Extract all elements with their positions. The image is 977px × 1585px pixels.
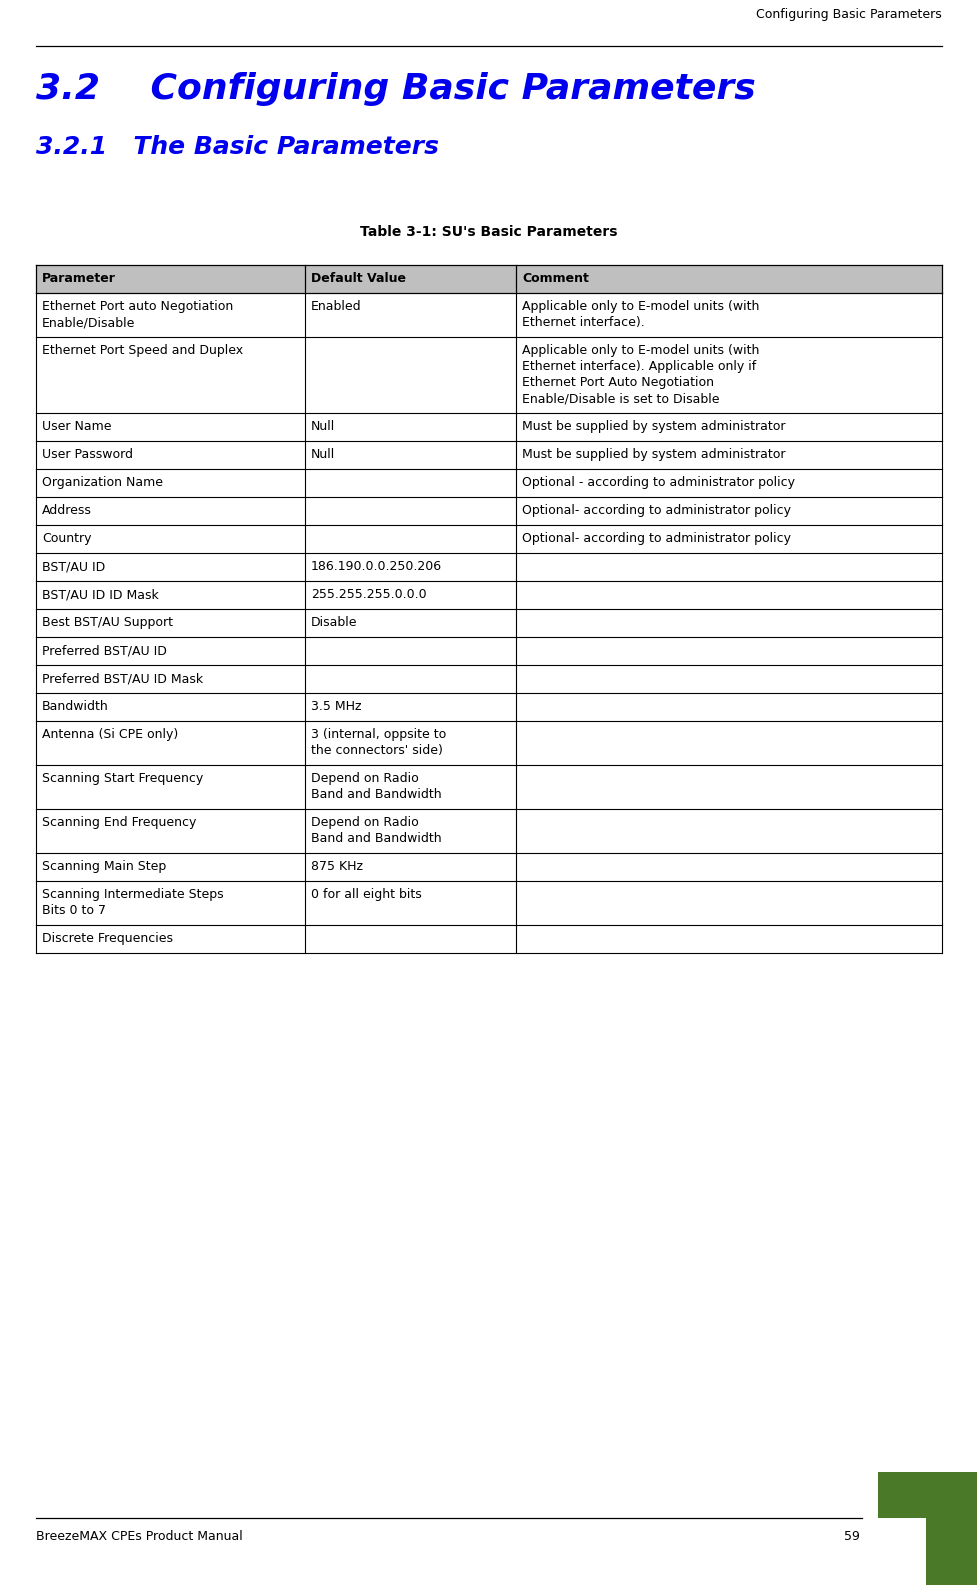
Text: Scanning Intermediate Steps
Bits 0 to 7: Scanning Intermediate Steps Bits 0 to 7 (42, 888, 224, 918)
Bar (36, 414, 941, 441)
Bar (36, 338, 941, 414)
Text: Antenna (Si CPE only): Antenna (Si CPE only) (42, 728, 178, 742)
Text: Preferred BST/AU ID Mask: Preferred BST/AU ID Mask (42, 672, 203, 685)
Bar (36, 553, 941, 582)
Text: Must be supplied by system administrator: Must be supplied by system administrator (522, 449, 785, 461)
Text: Address: Address (42, 504, 92, 517)
Text: Applicable only to E-model units (with
Ethernet interface). Applicable only if
E: Applicable only to E-model units (with E… (522, 344, 758, 406)
Bar (36, 721, 941, 766)
Text: BreezeMAX CPEs Product Manual: BreezeMAX CPEs Product Manual (36, 1530, 242, 1544)
Text: Discrete Frequencies: Discrete Frequencies (42, 932, 173, 945)
Text: Enabled: Enabled (311, 300, 361, 312)
Bar (36, 808, 941, 853)
Text: Scanning Start Frequency: Scanning Start Frequency (42, 772, 203, 785)
Text: Table 3-1: SU's Basic Parameters: Table 3-1: SU's Basic Parameters (360, 225, 617, 239)
Bar (36, 637, 941, 666)
Text: Preferred BST/AU ID: Preferred BST/AU ID (42, 644, 167, 658)
Text: 0 for all eight bits: 0 for all eight bits (311, 888, 421, 900)
Text: Country: Country (42, 533, 92, 545)
Text: Depend on Radio
Band and Bandwidth: Depend on Radio Band and Bandwidth (311, 816, 442, 845)
Text: 59: 59 (843, 1530, 859, 1544)
Text: Default Value: Default Value (311, 273, 405, 285)
Bar (36, 609, 941, 637)
Text: BST/AU ID: BST/AU ID (42, 560, 106, 574)
Text: Optional- according to administrator policy: Optional- according to administrator pol… (522, 504, 790, 517)
Text: Ethernet Port auto Negotiation
Enable/Disable: Ethernet Port auto Negotiation Enable/Di… (42, 300, 233, 330)
Text: Must be supplied by system administrator: Must be supplied by system administrator (522, 420, 785, 433)
Bar (36, 766, 941, 808)
Bar (36, 441, 941, 469)
Text: Disable: Disable (311, 617, 358, 629)
Text: Ethernet Port Speed and Duplex: Ethernet Port Speed and Duplex (42, 344, 243, 357)
Bar (36, 469, 941, 498)
Text: Applicable only to E-model units (with
Ethernet interface).: Applicable only to E-model units (with E… (522, 300, 758, 330)
Text: Depend on Radio
Band and Bandwidth: Depend on Radio Band and Bandwidth (311, 772, 442, 800)
Text: User Name: User Name (42, 420, 111, 433)
Text: Bandwidth: Bandwidth (42, 701, 108, 713)
Text: Scanning Main Step: Scanning Main Step (42, 861, 166, 873)
Text: Parameter: Parameter (42, 273, 115, 285)
Text: 3 (internal, oppsite to
the connectors' side): 3 (internal, oppsite to the connectors' … (311, 728, 446, 758)
Text: Best BST/AU Support: Best BST/AU Support (42, 617, 173, 629)
Text: Configuring Basic Parameters: Configuring Basic Parameters (755, 8, 941, 21)
Text: 255.255.255.0.0.0: 255.255.255.0.0.0 (311, 588, 426, 601)
Text: Null: Null (311, 420, 335, 433)
Bar (925, 1472, 977, 1585)
Bar (36, 881, 941, 926)
Text: BST/AU ID ID Mask: BST/AU ID ID Mask (42, 588, 158, 601)
Bar (36, 293, 941, 338)
Bar (36, 666, 941, 693)
Text: 3.5 MHz: 3.5 MHz (311, 701, 361, 713)
Text: Organization Name: Organization Name (42, 476, 163, 490)
Text: 875 KHz: 875 KHz (311, 861, 362, 873)
Text: Null: Null (311, 449, 335, 461)
Text: Scanning End Frequency: Scanning End Frequency (42, 816, 196, 829)
Bar (36, 853, 941, 881)
Bar (877, 1472, 977, 1518)
Bar (36, 525, 941, 553)
Text: User Password: User Password (42, 449, 133, 461)
Text: 186.190.0.0.250.206: 186.190.0.0.250.206 (311, 560, 442, 574)
Text: Optional - according to administrator policy: Optional - according to administrator po… (522, 476, 794, 490)
Bar (36, 498, 941, 525)
Bar (36, 265, 941, 293)
Text: 3.2    Configuring Basic Parameters: 3.2 Configuring Basic Parameters (36, 71, 755, 106)
Bar (36, 693, 941, 721)
Text: Comment: Comment (522, 273, 588, 285)
Bar (36, 926, 941, 953)
Bar (36, 582, 941, 609)
Text: Optional- according to administrator policy: Optional- according to administrator pol… (522, 533, 790, 545)
Text: 3.2.1   The Basic Parameters: 3.2.1 The Basic Parameters (36, 135, 439, 159)
